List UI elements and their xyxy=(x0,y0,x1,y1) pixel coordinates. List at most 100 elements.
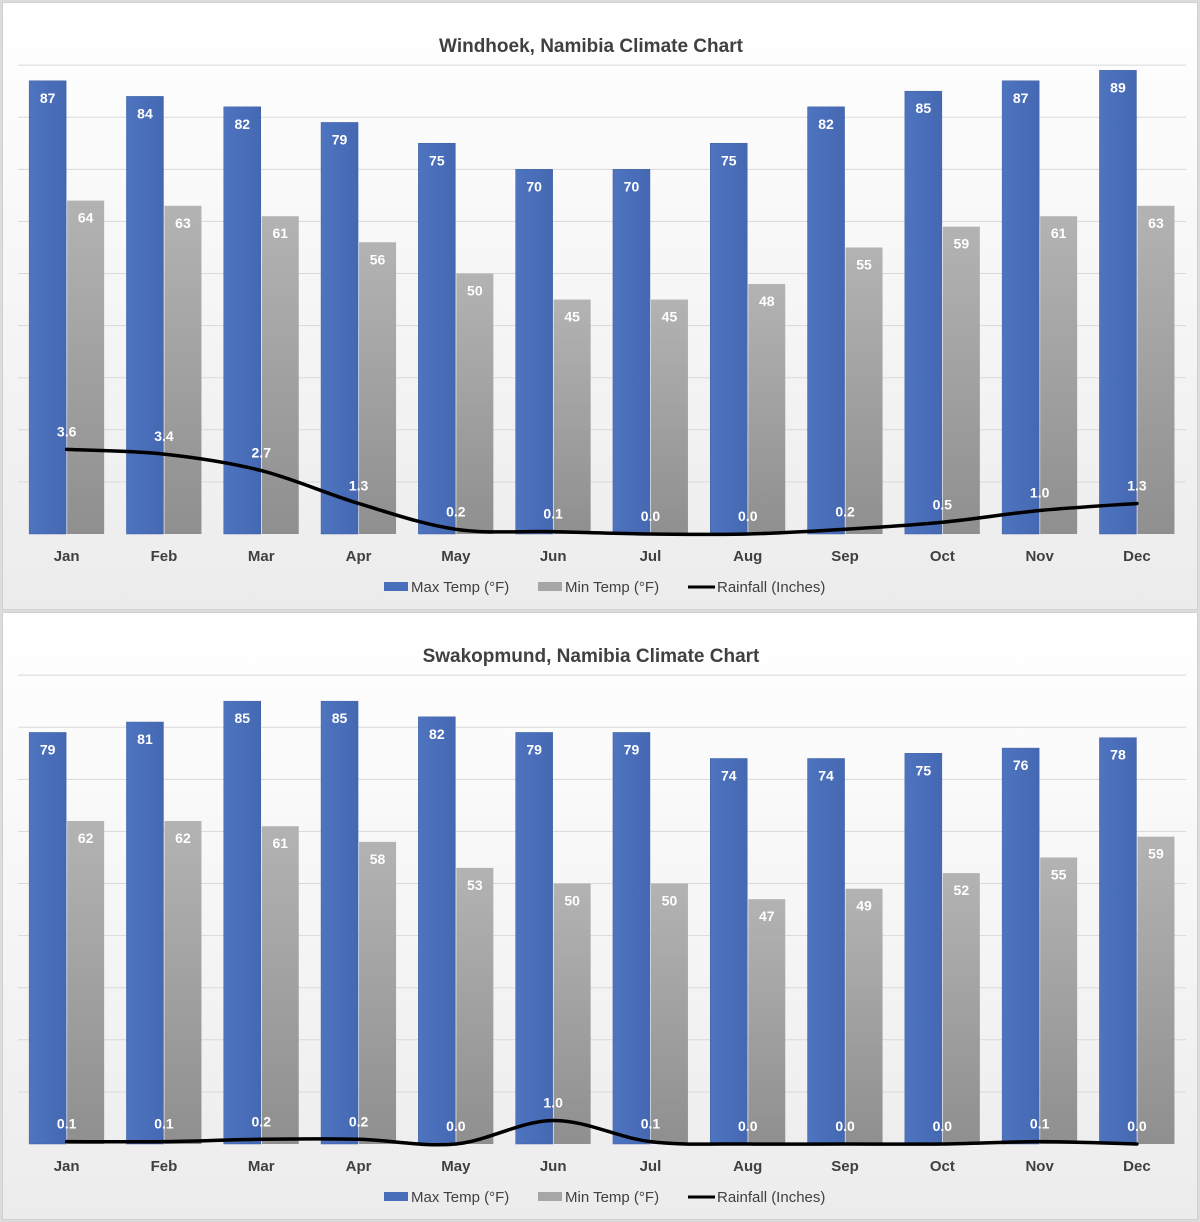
swakopmund-climate-chart: Swakopmund, Namibia Climate Chart 79 62 Jan… xyxy=(2,612,1198,1220)
min-temp-bar xyxy=(1137,205,1175,534)
max-temp-label: 79 xyxy=(624,741,640,757)
rainfall-line xyxy=(64,1118,1139,1147)
max-temp-bar xyxy=(1099,737,1137,1145)
min-temp-label: 45 xyxy=(564,309,580,325)
month-tick-label: Jun xyxy=(540,1158,567,1175)
min-temp-label: 55 xyxy=(856,256,872,272)
month-tick-label: Apr xyxy=(346,548,372,565)
max-temp-label: 70 xyxy=(624,178,640,194)
month-tick-label: May xyxy=(441,548,471,565)
min-temp-label: 52 xyxy=(954,882,970,898)
rainfall-label: 2.7 xyxy=(252,445,272,461)
month-tick-label: Sep xyxy=(831,1158,859,1175)
max-temp-bar xyxy=(807,758,845,1145)
max-temp-label: 85 xyxy=(332,710,348,726)
month-tick-label: Jun xyxy=(540,548,567,565)
min-temp-bar xyxy=(845,888,883,1144)
month-tick-label: Sep xyxy=(831,548,859,565)
max-temp-label: 85 xyxy=(234,710,250,726)
max-temp-bar xyxy=(904,753,943,1145)
min-temp-label: 59 xyxy=(954,236,970,252)
max-temp-bar xyxy=(418,716,456,1145)
min-temp-bar xyxy=(456,273,494,534)
month-tick-label: Jul xyxy=(640,1158,662,1175)
windhoek-climate-chart: Windhoek, Namibia Climate Chart 87 64 Jan 84… xyxy=(2,2,1198,610)
month-tick-label: Feb xyxy=(151,1158,178,1175)
min-temp-label: 49 xyxy=(856,898,872,914)
max-temp-bar xyxy=(418,143,456,535)
max-temp-label: 78 xyxy=(1110,747,1126,763)
max-temp-label: 79 xyxy=(40,741,56,757)
min-temp-label: 47 xyxy=(759,908,775,924)
month-tick-label: Mar xyxy=(248,548,275,565)
min-temp-label: 48 xyxy=(759,293,775,309)
rainfall-label: 0.0 xyxy=(738,1118,758,1134)
rainfall-label: 1.3 xyxy=(1127,477,1147,493)
rainfall-label: 0.2 xyxy=(446,503,466,519)
rainfall-label: 0.1 xyxy=(1030,1116,1050,1132)
month-tick-label: Jul xyxy=(640,548,662,565)
max-temp-bar xyxy=(1001,747,1040,1145)
max-temp-bar xyxy=(126,721,164,1145)
month-tick-label: Nov xyxy=(1025,548,1054,565)
max-temp-bar xyxy=(612,169,651,535)
min-temp-label: 53 xyxy=(467,877,483,893)
min-temp-label: 56 xyxy=(370,251,386,267)
min-temp-bar xyxy=(67,200,105,534)
max-temp-bar xyxy=(904,90,943,535)
month-tick-label: Oct xyxy=(930,1158,955,1175)
max-temp-label: 81 xyxy=(137,731,153,747)
min-temp-label: 64 xyxy=(78,210,94,226)
month-tick-label: Aug xyxy=(733,1158,762,1175)
rainfall-label: 0.5 xyxy=(933,496,953,512)
min-temp-bar xyxy=(359,841,397,1144)
month-tick-label: Nov xyxy=(1025,1158,1054,1175)
min-temp-label: 61 xyxy=(272,835,288,851)
min-temp-label: 63 xyxy=(1148,215,1164,231)
month-tick-label: Oct xyxy=(930,548,955,565)
min-temp-label: 62 xyxy=(175,830,191,846)
month-tick-label: Dec xyxy=(1123,1158,1151,1175)
max-temp-label: 79 xyxy=(332,131,348,147)
max-temp-label: 82 xyxy=(818,116,834,132)
max-temp-label: 75 xyxy=(916,762,932,778)
rainfall-label: 0.1 xyxy=(57,1116,77,1132)
min-temp-bar xyxy=(261,216,299,535)
max-temp-label: 75 xyxy=(721,152,737,168)
rainfall-label: 0.0 xyxy=(446,1118,466,1134)
min-temp-label: 50 xyxy=(564,893,580,909)
max-temp-bar xyxy=(320,122,359,535)
max-temp-bar xyxy=(126,96,164,535)
max-temp-bar xyxy=(28,80,67,535)
rainfall-label: 0.0 xyxy=(641,508,661,524)
chart-title: Windhoek, Namibia Climate Chart xyxy=(439,36,744,57)
legend-label-min-temp: Min Temp (°F) xyxy=(565,1189,659,1206)
min-temp-label: 50 xyxy=(467,283,483,299)
legend-label-rainfall: Rainfall (Inches) xyxy=(717,579,825,596)
max-temp-bar xyxy=(1001,80,1040,535)
max-temp-label: 89 xyxy=(1110,79,1126,95)
legend-swatch-min-temp xyxy=(538,1192,562,1201)
max-temp-bar xyxy=(223,700,261,1145)
chart-title: Swakopmund, Namibia Climate Chart xyxy=(423,646,760,667)
max-temp-bar xyxy=(515,169,553,535)
rainfall-label: 0.2 xyxy=(835,503,855,519)
rainfall-label: 0.0 xyxy=(933,1118,953,1134)
month-tick-label: Feb xyxy=(151,548,178,565)
min-temp-label: 63 xyxy=(175,215,191,231)
min-temp-bar xyxy=(650,299,688,534)
max-temp-label: 74 xyxy=(818,767,834,783)
month-tick-label: Apr xyxy=(346,1158,372,1175)
legend-label-rainfall: Rainfall (Inches) xyxy=(717,1189,825,1206)
max-temp-label: 76 xyxy=(1013,757,1029,773)
max-temp-bar xyxy=(710,143,748,535)
rainfall-label: 3.4 xyxy=(154,428,174,444)
min-temp-bar xyxy=(1040,857,1078,1144)
min-temp-bar xyxy=(261,826,299,1144)
max-temp-label: 85 xyxy=(916,100,932,116)
legend: Max Temp (°F) Min Temp (°F) Rainfall (Inch… xyxy=(384,579,825,596)
max-temp-bar xyxy=(1099,70,1137,535)
rainfall-label: 0.1 xyxy=(641,1116,661,1132)
rainfall-label: 0.1 xyxy=(154,1116,174,1132)
max-temp-label: 87 xyxy=(1013,90,1029,106)
